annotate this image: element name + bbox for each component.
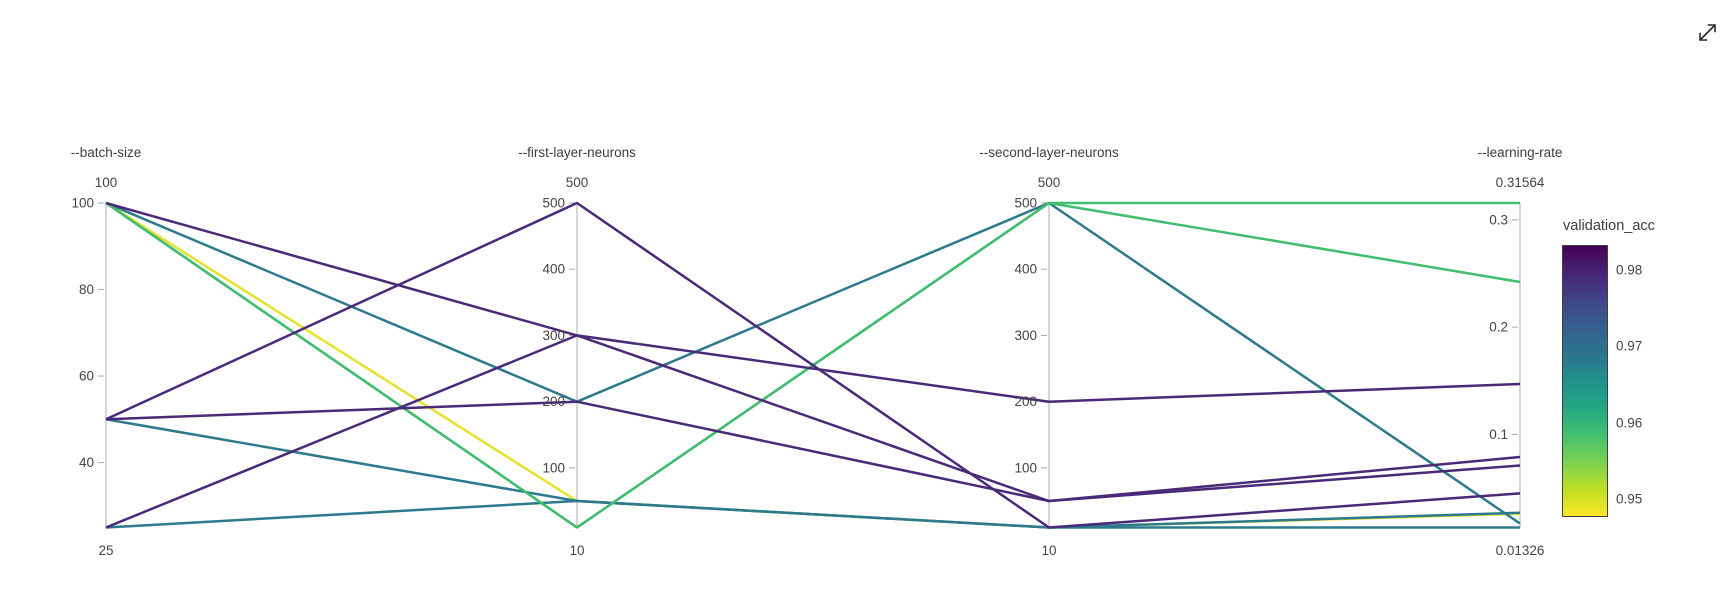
axis-max-label: 500 xyxy=(1038,175,1061,190)
tick-label: 80 xyxy=(79,282,94,297)
colorbar-tick-label: 0.98 xyxy=(1616,262,1643,278)
axis-title-learning_rate: --learning-rate xyxy=(1478,145,1563,160)
tick-label: 0.3 xyxy=(1489,212,1508,227)
tick-label: 60 xyxy=(79,369,94,384)
tick-label: 100 xyxy=(542,460,565,475)
tick-label: 300 xyxy=(1014,328,1037,343)
tick-label: 500 xyxy=(542,196,565,211)
run-line-2 xyxy=(105,499,1521,529)
expand-icon[interactable] xyxy=(1694,19,1720,45)
run-line-6 xyxy=(105,201,1521,403)
tick-label: 500 xyxy=(1014,196,1037,211)
axis-title-second_layer_neurons: --second-layer-neurons xyxy=(979,145,1119,160)
axis-min-label: 25 xyxy=(98,543,113,558)
tick-label: 200 xyxy=(542,394,565,409)
axis-max-label: 500 xyxy=(566,175,589,190)
tick-label: 100 xyxy=(71,196,94,211)
tick-label: 400 xyxy=(542,262,565,277)
tick-label: 200 xyxy=(1014,394,1037,409)
runs-layer xyxy=(105,201,1521,529)
axis-min-label: 10 xyxy=(1041,543,1056,558)
tick-label: 40 xyxy=(79,455,94,470)
run-line-9 xyxy=(105,400,1521,503)
colorbar-tick-label: 0.97 xyxy=(1616,338,1643,354)
tick-label: 0.2 xyxy=(1489,320,1508,335)
run-line-3 xyxy=(105,201,1521,525)
run-line-8 xyxy=(105,334,1521,529)
tick-label: 400 xyxy=(1014,262,1037,277)
colorbar-title: validation_acc xyxy=(1563,218,1655,234)
colorbar-gradient xyxy=(1562,245,1608,517)
axis-title-first_layer_neurons: --first-layer-neurons xyxy=(518,145,636,160)
axis-min-label: 10 xyxy=(569,543,584,558)
expand-arrow xyxy=(1699,24,1716,41)
axes-layer xyxy=(98,202,1521,528)
tick-label: 300 xyxy=(542,328,565,343)
labels-layer: 40 60 80 100 --batch-size 100 25 100 200 300 400 50… xyxy=(71,145,1563,558)
axis-max-label: 0.31564 xyxy=(1496,175,1545,190)
tick-label: 0.1 xyxy=(1489,427,1508,442)
colorbar-tick-label: 0.96 xyxy=(1616,415,1643,431)
run-line-7 xyxy=(105,201,1521,529)
colorbar-tick-label: 0.95 xyxy=(1616,491,1643,507)
run-line-1 xyxy=(105,418,1520,529)
axis-max-label: 100 xyxy=(95,175,118,190)
axis-min-label: 0.01326 xyxy=(1496,543,1545,558)
tick-label: 100 xyxy=(1014,460,1037,475)
axis-title-batch_size: --batch-size xyxy=(71,145,142,160)
